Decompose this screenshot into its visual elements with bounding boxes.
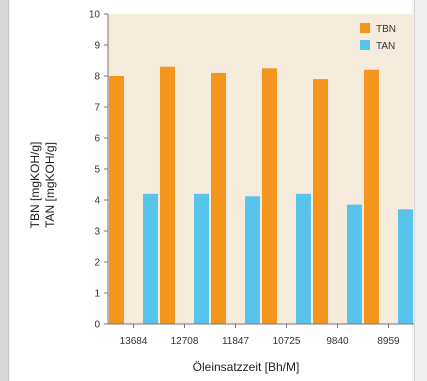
y-axis-label-tbn: TBN [mgKOH/g] <box>28 142 42 229</box>
bar-tan-12708 <box>194 193 209 324</box>
y-tick-label: 4 <box>94 196 100 207</box>
x-tick-label: 11847 <box>222 336 250 347</box>
y-tick-label: 8 <box>94 72 100 83</box>
bar-tbn-9840 <box>313 79 328 324</box>
y-tick-label: 5 <box>94 165 100 176</box>
legend-swatch-tbn <box>360 23 370 33</box>
y-tick-label: 0 <box>94 320 100 331</box>
y-tick-label: 3 <box>94 227 100 238</box>
legend-label-tan: TAN <box>376 41 395 52</box>
y-tick-label: 2 <box>94 258 100 269</box>
x-ticks-group: 13684 12708 11847 10725 9840 8959 <box>120 324 400 347</box>
y-axis-label-tan: TAN [mgKOH/g] <box>43 142 57 228</box>
x-tick-label: 8959 <box>377 336 400 347</box>
y-tick-label: 9 <box>94 41 100 52</box>
x-tick-label: 13684 <box>120 336 148 347</box>
y-tick-label: 10 <box>89 10 101 21</box>
y-axis-label-group: TBN [mgKOH/g] TAN [mgKOH/g] <box>28 142 57 229</box>
right-border <box>414 0 427 381</box>
legend-label-tbn: TBN <box>376 24 396 35</box>
y-ticks-group: 0 1 2 3 4 5 6 7 8 9 10 <box>89 10 108 331</box>
x-tick-label: 10725 <box>273 336 301 347</box>
bar-tbn-8959 <box>364 69 379 324</box>
bar-tbn-11847 <box>211 72 226 325</box>
y-tick-label: 6 <box>94 134 100 145</box>
bar-tbn-13684 <box>109 76 124 324</box>
x-tick-label: 12708 <box>171 336 199 347</box>
bar-tan-13684 <box>143 193 158 324</box>
left-border <box>0 0 9 381</box>
x-tick-label: 9840 <box>326 336 349 347</box>
bar-tbn-12708 <box>160 66 175 324</box>
bar-tbn-10725 <box>262 68 277 325</box>
plot-area <box>108 14 414 324</box>
bar-tan-11847 <box>245 196 260 324</box>
bars-group <box>109 66 413 325</box>
y-tick-label: 7 <box>94 103 100 114</box>
x-axis-label: Öleinsatzzeit [Bh/M] <box>193 360 300 374</box>
y-tick-label: 1 <box>94 289 100 300</box>
bar-tan-10725 <box>296 193 311 324</box>
legend-swatch-tan <box>360 40 370 50</box>
bar-tan-8959 <box>398 209 413 324</box>
legend: TBN TAN <box>360 23 396 52</box>
bar-tan-9840 <box>347 204 362 324</box>
